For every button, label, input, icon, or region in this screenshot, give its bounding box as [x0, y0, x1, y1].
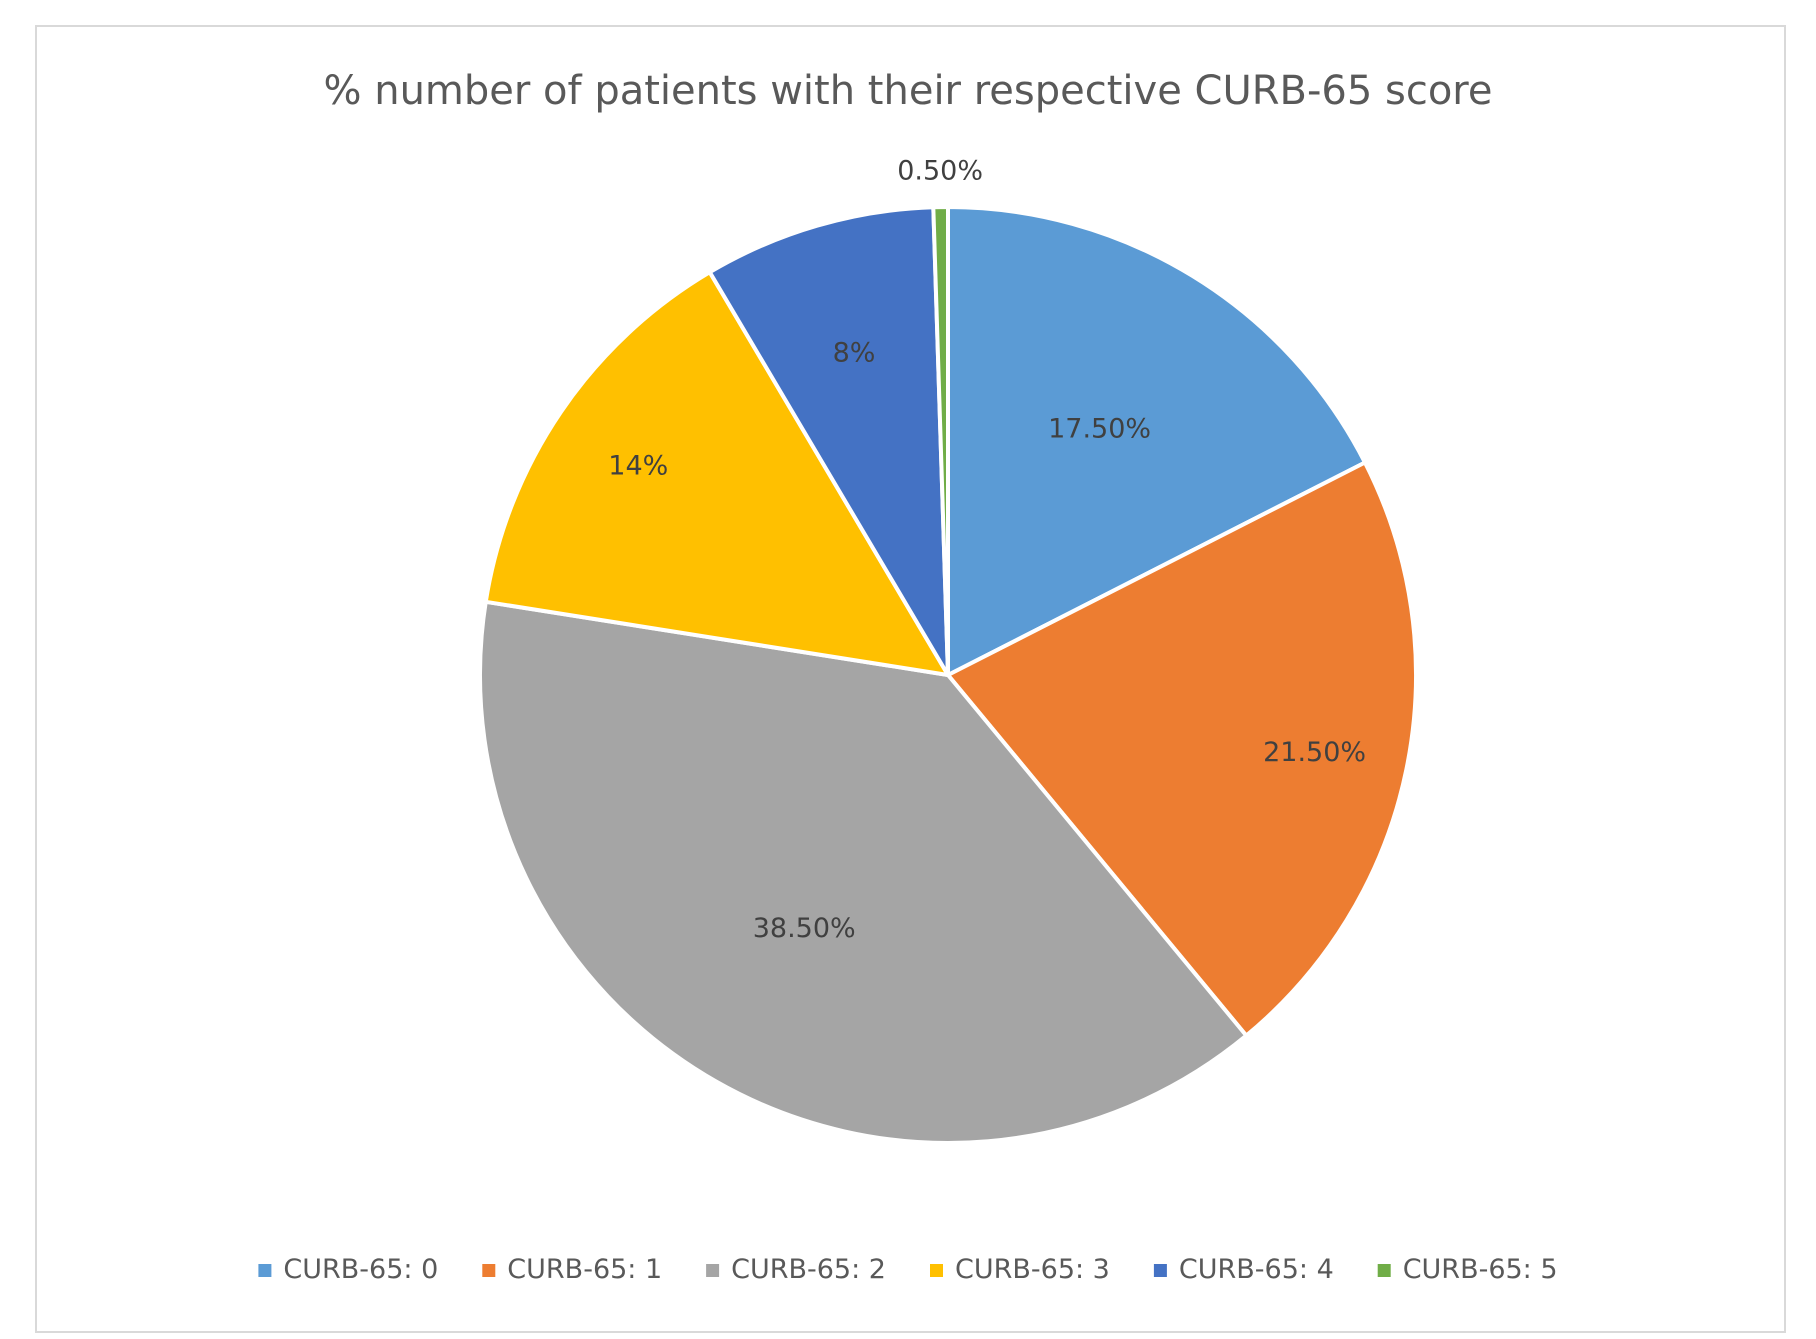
pie-slice-4	[707, 205, 950, 677]
legend-item-5: CURB-65: 5	[1377, 1254, 1558, 1285]
legend-item-0: CURB-65: 0	[258, 1254, 438, 1285]
legend-swatch-5	[1377, 1264, 1391, 1277]
pie-slice-1	[946, 460, 1418, 1038]
legend: CURB-65: 0 CURB-65: 1 CURB-65: 2 CURB-65: 3…	[258, 1254, 1558, 1285]
data-label-5: 0.50%	[897, 156, 983, 187]
pie-slice-2	[478, 599, 1249, 1145]
data-label-2: 38.50%	[753, 913, 856, 944]
legend-swatch-1	[482, 1264, 496, 1277]
legend-label-3: CURB-65: 3	[955, 1254, 1110, 1285]
legend-label-2: CURB-65: 2	[731, 1254, 886, 1285]
legend-item-4: CURB-65: 4	[1153, 1254, 1334, 1285]
legend-label-4: CURB-65: 4	[1179, 1254, 1334, 1285]
pie-slice-3	[483, 270, 950, 677]
pie-slices	[478, 204, 1418, 1145]
legend-swatch-2	[706, 1264, 720, 1277]
legend-swatch-4	[1153, 1264, 1167, 1277]
data-labels: 17.50% 21.50% 38.50% 14% 8% 0.50%	[608, 156, 1366, 944]
legend-item-1: CURB-65: 1	[482, 1254, 662, 1285]
legend-swatch-0	[258, 1264, 272, 1277]
legend-label-1: CURB-65: 1	[507, 1254, 662, 1285]
data-label-1: 21.50%	[1263, 737, 1366, 768]
data-label-3: 14%	[608, 451, 668, 482]
chart-title: % number of patients with their respecti…	[324, 68, 1493, 114]
pie-slice-5	[931, 204, 950, 677]
legend-swatch-3	[930, 1264, 943, 1277]
legend-label-5: CURB-65: 5	[1403, 1254, 1558, 1285]
pie-slice-0	[946, 205, 1367, 677]
legend-item-2: CURB-65: 2	[706, 1254, 886, 1285]
data-label-0: 17.50%	[1048, 414, 1151, 445]
data-label-4: 8%	[833, 337, 876, 368]
legend-item-3: CURB-65: 3	[930, 1254, 1110, 1285]
legend-label-0: CURB-65: 0	[283, 1254, 438, 1285]
